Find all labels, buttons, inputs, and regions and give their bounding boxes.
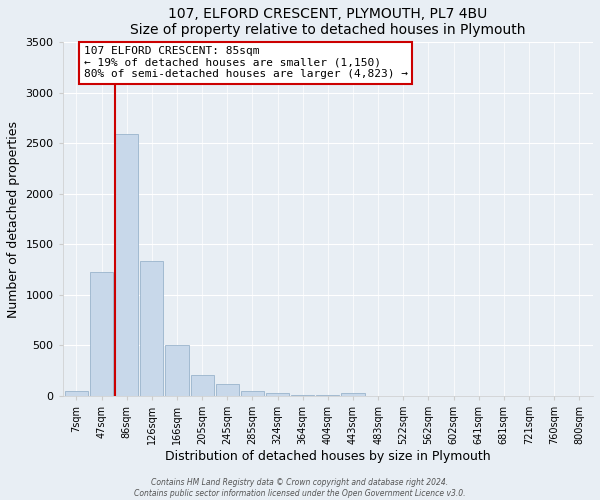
Bar <box>291 395 314 396</box>
Bar <box>140 260 163 396</box>
Bar <box>216 384 239 396</box>
Y-axis label: Number of detached properties: Number of detached properties <box>7 120 20 318</box>
Bar <box>266 393 289 396</box>
Title: 107, ELFORD CRESCENT, PLYMOUTH, PL7 4BU
Size of property relative to detached ho: 107, ELFORD CRESCENT, PLYMOUTH, PL7 4BU … <box>130 7 526 37</box>
Bar <box>341 393 365 396</box>
Bar <box>65 391 88 396</box>
Bar <box>90 272 113 396</box>
Text: 107 ELFORD CRESCENT: 85sqm
← 19% of detached houses are smaller (1,150)
80% of s: 107 ELFORD CRESCENT: 85sqm ← 19% of deta… <box>84 46 408 79</box>
Bar <box>191 376 214 396</box>
Bar <box>115 134 139 396</box>
Text: Contains HM Land Registry data © Crown copyright and database right 2024.
Contai: Contains HM Land Registry data © Crown c… <box>134 478 466 498</box>
Bar <box>166 346 188 396</box>
X-axis label: Distribution of detached houses by size in Plymouth: Distribution of detached houses by size … <box>165 450 491 463</box>
Bar <box>241 391 264 396</box>
